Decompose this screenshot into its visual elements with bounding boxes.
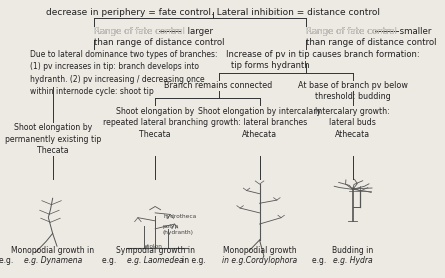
Text: Thecata: Thecata xyxy=(139,130,171,139)
Text: e.g.: e.g. xyxy=(0,256,16,265)
Text: Athecata: Athecata xyxy=(242,130,277,139)
Text: decrease in periphery = fate control. Lateral inhibition = distance control: decrease in periphery = fate control. La… xyxy=(46,8,380,17)
Text: e.g. Laomedea: e.g. Laomedea xyxy=(127,256,183,265)
Text: Athecata: Athecata xyxy=(335,130,370,139)
Text: e.g. Hydra: e.g. Hydra xyxy=(333,256,372,265)
Text: Range of fate control smaller: Range of fate control smaller xyxy=(306,27,432,36)
Text: repeated lateral branching: repeated lateral branching xyxy=(103,118,208,127)
Text: Shoot elongation by: Shoot elongation by xyxy=(116,107,194,116)
Text: At base of branch pv below: At base of branch pv below xyxy=(298,81,408,90)
Text: stolon: stolon xyxy=(144,244,162,249)
Text: Sympodial growth in: Sympodial growth in xyxy=(116,246,194,255)
Text: Range of fate control: Range of fate control xyxy=(306,27,400,36)
Text: Thecata: Thecata xyxy=(37,147,69,155)
Text: threshold: budding: threshold: budding xyxy=(315,92,391,101)
Text: Monopodial growth: Monopodial growth xyxy=(223,246,296,255)
Text: Due to lateral dominance two types of branches:: Due to lateral dominance two types of br… xyxy=(30,50,218,59)
Text: (1) pv increases in tip: branch develops into: (1) pv increases in tip: branch develops… xyxy=(30,63,199,71)
Text: Branch remains connected: Branch remains connected xyxy=(164,81,273,90)
Text: e.g. Dynamena: e.g. Dynamena xyxy=(24,256,82,265)
Text: lateral buds: lateral buds xyxy=(329,118,376,127)
Text: polyp
(hydranth): polyp (hydranth) xyxy=(163,224,194,235)
Text: Intercalary growth:: Intercalary growth: xyxy=(316,107,390,116)
Text: Shoot elongation by: Shoot elongation by xyxy=(13,123,92,132)
Text: within internode cycle: shoot tip: within internode cycle: shoot tip xyxy=(30,87,154,96)
Text: than range of distance control: than range of distance control xyxy=(306,38,437,47)
Text: hydrotheca: hydrotheca xyxy=(164,214,197,219)
Text: Range of fate control: Range of fate control xyxy=(93,27,187,36)
Text: Shoot elongation by intercalary: Shoot elongation by intercalary xyxy=(198,107,321,116)
Text: Range of fate control larger: Range of fate control larger xyxy=(93,27,213,36)
Text: growth: lateral branches: growth: lateral branches xyxy=(211,118,307,127)
Text: e.g.: e.g. xyxy=(102,256,118,265)
Text: in e.g.: in e.g. xyxy=(182,256,206,265)
Text: Monopodial growth in: Monopodial growth in xyxy=(11,246,94,255)
Text: Increase of pv in tip causes branch formation:: Increase of pv in tip causes branch form… xyxy=(226,50,420,59)
Text: tip forms hydranth: tip forms hydranth xyxy=(231,61,310,70)
Text: in e.g.Cordylophora: in e.g.Cordylophora xyxy=(222,256,297,265)
Text: than range of distance control: than range of distance control xyxy=(93,38,224,47)
Text: permanently existing tip: permanently existing tip xyxy=(4,135,101,144)
Text: hydranth. (2) pv increasing / decreasing once: hydranth. (2) pv increasing / decreasing… xyxy=(30,75,205,84)
Text: Budding in: Budding in xyxy=(332,246,373,255)
Text: e.g.: e.g. xyxy=(312,256,328,265)
